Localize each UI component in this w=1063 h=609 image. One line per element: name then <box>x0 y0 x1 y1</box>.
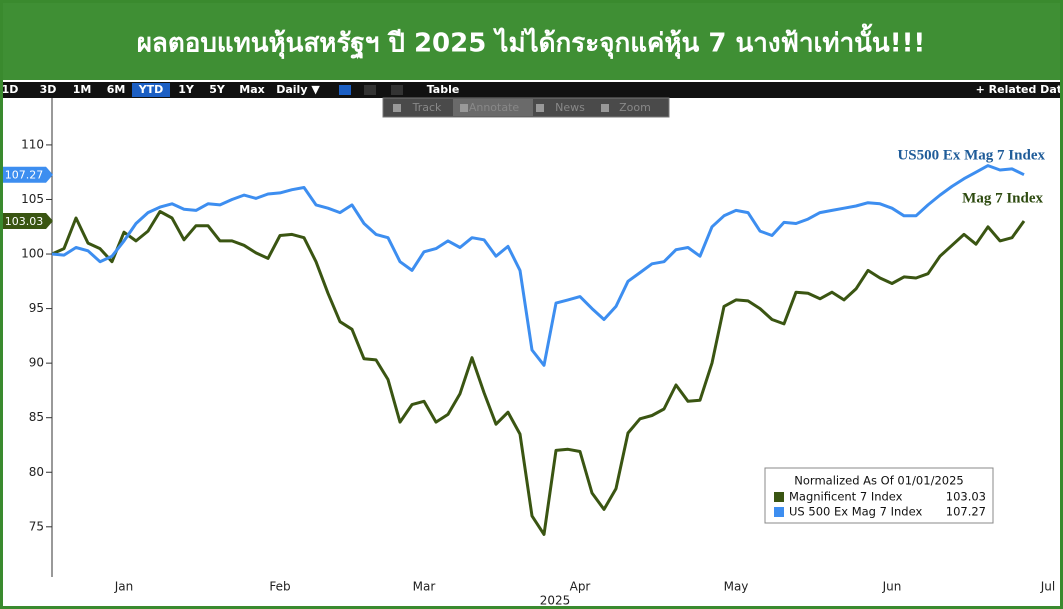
y-tick-label: 100 <box>21 247 44 261</box>
legend-value: 103.03 <box>946 490 986 504</box>
overlay-icon <box>601 104 609 112</box>
y-tick-label: 85 <box>29 410 44 424</box>
toolbar-button[interactable]: Daily ▼ <box>276 83 320 96</box>
toolbar-active <box>132 83 170 97</box>
toolbar-button[interactable]: + Related Dat <box>976 83 1062 96</box>
y-tick-label: 90 <box>29 356 44 370</box>
toolbar-button[interactable]: 5Y <box>209 83 226 96</box>
series-line <box>51 164 1025 367</box>
toolbar-button[interactable]: 6M <box>107 83 126 96</box>
y-tick-label: 110 <box>21 137 44 151</box>
x-tick-label: Apr <box>570 580 591 594</box>
legend: Normalized As Of 01/01/2025 Magnificent 7… <box>764 467 994 524</box>
legend-label: Magnificent 7 Index <box>789 490 903 504</box>
y-tick-label: 80 <box>29 465 44 479</box>
last-value-tag <box>2 212 53 229</box>
y-tick-label: 105 <box>21 192 44 206</box>
x-tick-label: Feb <box>269 580 290 594</box>
x-tick-label: Jan <box>114 580 134 594</box>
last-value-label: 103.03 <box>5 215 44 228</box>
x-tick-label: Jul <box>1040 580 1055 594</box>
legend-value: 107.27 <box>946 505 986 519</box>
toolbar-button[interactable]: 1Y <box>178 83 195 96</box>
title-banner <box>0 0 1063 80</box>
x-axis-label: 2025 <box>540 594 571 608</box>
toolbar <box>0 82 1063 98</box>
overlay-icon <box>393 104 401 112</box>
overlay-button[interactable]: Track <box>412 101 442 114</box>
legend-swatch <box>774 492 784 502</box>
toolbar-button[interactable]: 1D <box>2 83 19 96</box>
x-tick-label: Jun <box>882 580 902 594</box>
toolbar-button[interactable]: Max <box>239 83 264 96</box>
overlay-button[interactable]: Annotate <box>469 101 520 114</box>
toolbar-button[interactable]: Table <box>427 83 460 96</box>
last-value-label: 107.27 <box>5 169 44 182</box>
toolbar-button[interactable]: 3D <box>40 83 57 96</box>
overlay-active <box>453 99 533 116</box>
overlay-icon <box>460 104 468 112</box>
legend-label: US 500 Ex Mag 7 Index <box>789 505 922 519</box>
annotation: US500 Ex Mag 7 Index <box>897 147 1045 163</box>
series-line <box>51 210 1026 536</box>
legend-title: Normalized As Of 01/01/2025 <box>794 474 963 488</box>
y-tick-label: 95 <box>29 301 44 315</box>
chart-title: ผลตอบแทนหุ้นสหรัฐฯ ปี 2025 ไม่ได้กระจุกแ… <box>137 23 926 61</box>
x-tick-label: Mar <box>413 580 436 594</box>
overlay-icon <box>536 104 544 112</box>
x-tick-label: May <box>724 580 749 594</box>
toolbar-button[interactable]: YTD <box>138 83 164 96</box>
overlay-button[interactable]: Zoom <box>619 101 651 114</box>
toolbar-icon <box>391 85 403 95</box>
legend-swatch <box>774 507 784 517</box>
toolbar-icon <box>364 85 376 95</box>
annotation: Mag 7 Index <box>962 190 1043 206</box>
overlay-button[interactable]: News <box>555 101 585 114</box>
toolbar-button[interactable]: 1M <box>73 83 92 96</box>
legend-box <box>764 467 994 524</box>
last-value-tag <box>2 166 53 183</box>
y-tick-label: 75 <box>29 519 44 533</box>
toolbar-icon <box>339 85 351 95</box>
